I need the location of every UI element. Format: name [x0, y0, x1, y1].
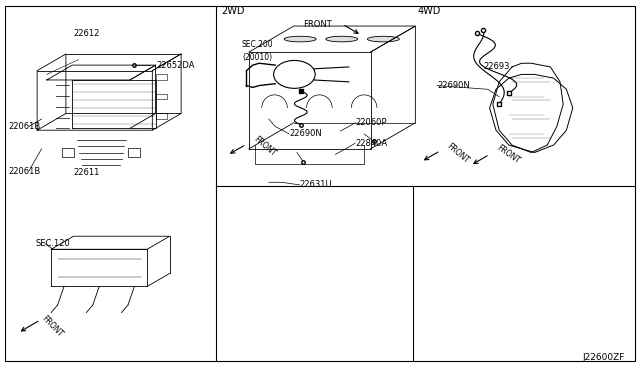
Bar: [62, 148, 74, 157]
Text: FRONT: FRONT: [303, 20, 332, 29]
Ellipse shape: [367, 36, 399, 42]
Text: 22061B: 22061B: [8, 122, 40, 131]
Text: 22631U: 22631U: [300, 180, 332, 189]
Text: 22690N: 22690N: [437, 81, 470, 90]
Text: 22693: 22693: [484, 62, 510, 71]
Text: FRONT: FRONT: [252, 134, 277, 158]
Text: 22840A: 22840A: [355, 139, 387, 148]
Text: 22611: 22611: [73, 169, 100, 177]
Text: 2WD: 2WD: [221, 6, 244, 16]
Text: 22060P: 22060P: [355, 118, 387, 127]
Text: 22061B: 22061B: [8, 167, 40, 176]
Text: 4WD: 4WD: [417, 6, 441, 16]
Ellipse shape: [326, 36, 358, 42]
Text: SEC.200: SEC.200: [242, 40, 273, 49]
Text: 22612: 22612: [73, 29, 100, 38]
Ellipse shape: [284, 36, 316, 42]
Bar: [128, 148, 140, 157]
Text: 22652DA: 22652DA: [157, 61, 195, 70]
Bar: [156, 74, 167, 80]
Bar: [156, 113, 167, 119]
Bar: [156, 94, 167, 99]
Text: (20010): (20010): [242, 53, 272, 62]
Text: 22690N: 22690N: [289, 129, 322, 138]
Text: FRONT: FRONT: [445, 141, 470, 165]
Text: FRONT: FRONT: [40, 314, 65, 338]
Text: J22600ZF: J22600ZF: [582, 353, 625, 362]
Text: SEC.120: SEC.120: [35, 239, 70, 248]
Text: FRONT: FRONT: [495, 143, 521, 166]
